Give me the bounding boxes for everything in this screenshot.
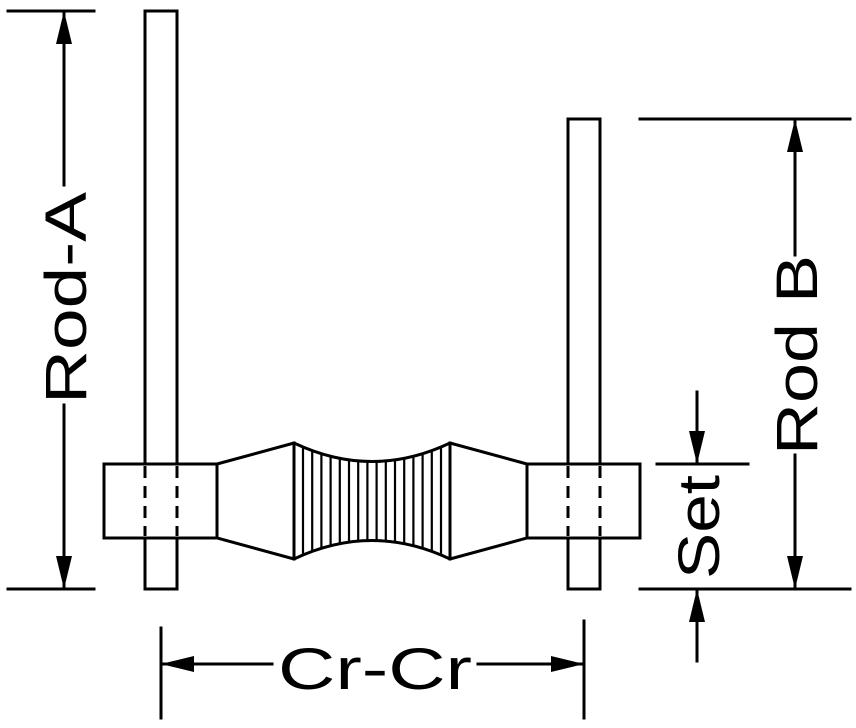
set-arrow-bottom — [689, 589, 705, 622]
right-hub — [525, 462, 642, 540]
rod-b-arrow-top — [787, 119, 803, 152]
cr-cr-arrow-right — [551, 656, 584, 672]
left-hub — [102, 462, 219, 540]
coupling-body — [215, 441, 529, 561]
rod-a-label: Rod-A — [34, 192, 99, 404]
cr-cr-arrow-left — [161, 656, 194, 672]
rod-b-label: Rod B — [765, 255, 830, 455]
set-label: Set — [667, 475, 732, 579]
coupling-grooves — [301, 447, 443, 555]
rod-a-arrow-top — [56, 11, 72, 44]
rod-b-arrow-bottom — [787, 556, 803, 589]
rod-a-arrow-bottom — [56, 556, 72, 589]
cr-cr-label: Cr-Cr — [278, 637, 472, 702]
set-arrow-top — [689, 431, 705, 464]
